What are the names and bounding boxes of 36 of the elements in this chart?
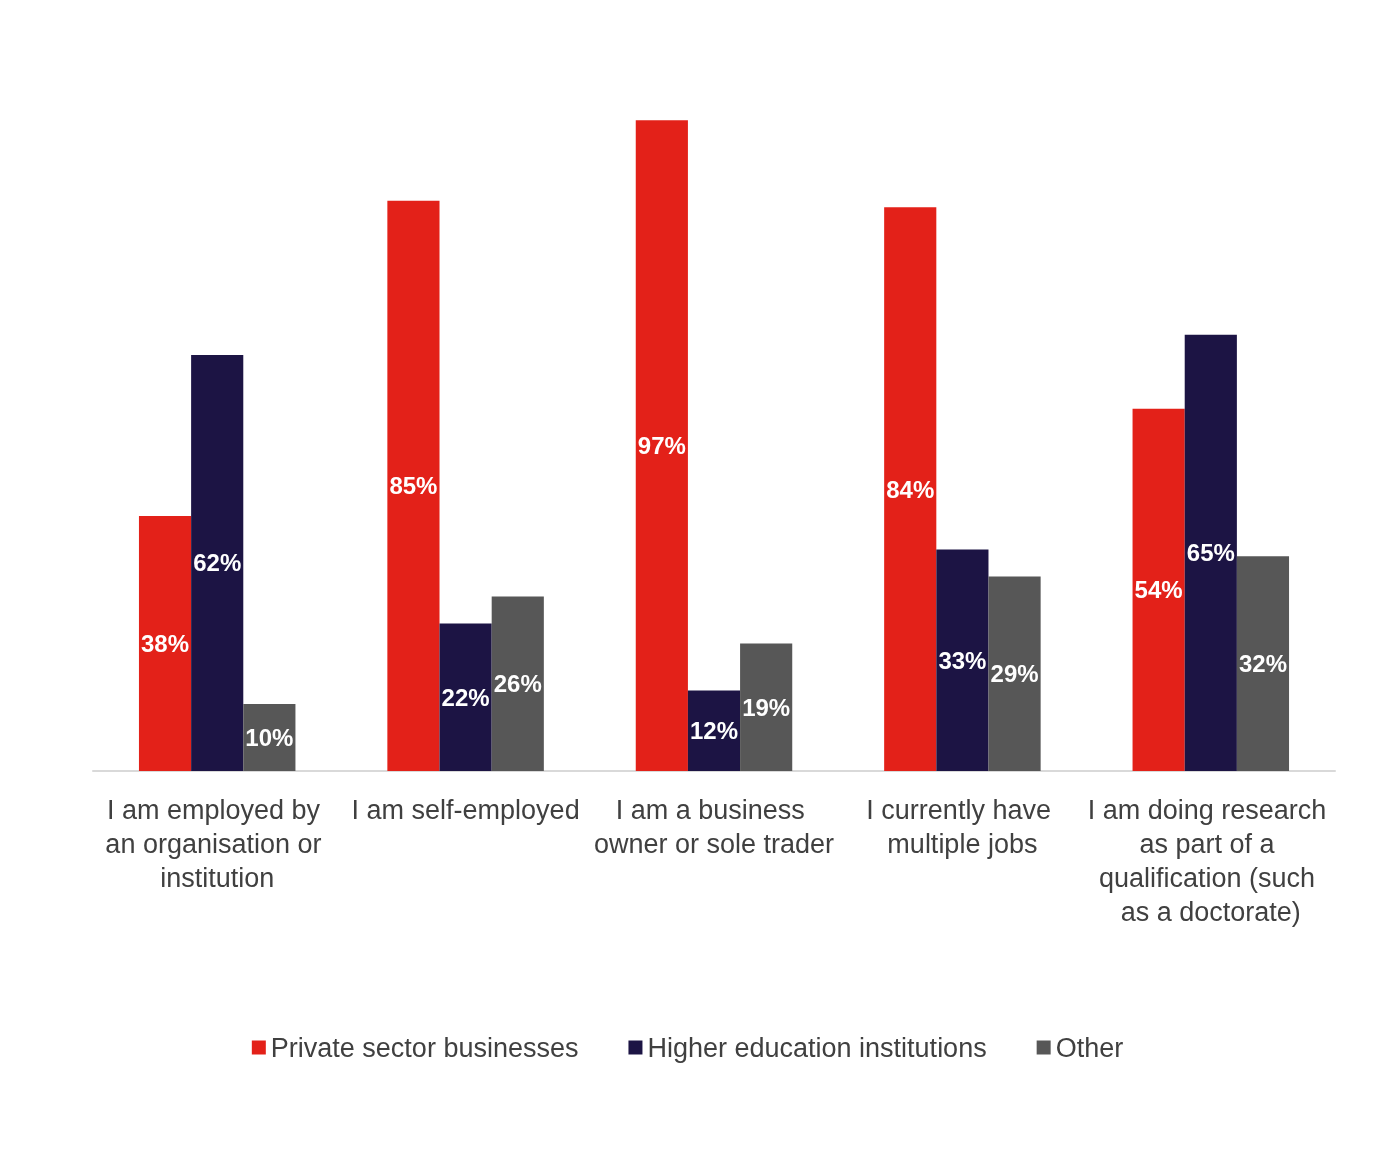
data-label: 84%: [886, 475, 935, 503]
x-tick-label: I am employed by an organisation or institution: [105, 795, 330, 893]
data-label: 54%: [1134, 576, 1183, 604]
data-label: 22%: [441, 683, 490, 711]
x-tick-label: I am self-employed: [351, 795, 580, 825]
data-label: 97%: [637, 432, 686, 460]
legend-label: Private sector businesses: [270, 1032, 579, 1063]
bar: [1132, 408, 1185, 771]
x-tick-label: I am doing research as part of a qualification (such as a doctorate): [1087, 795, 1334, 927]
data-label: 32%: [1238, 650, 1287, 678]
bar: [387, 200, 440, 771]
bar: [1184, 334, 1237, 771]
bar: [191, 354, 244, 771]
bar: [635, 120, 688, 771]
data-label: 65%: [1186, 539, 1235, 567]
bar: [740, 643, 793, 771]
data-label: 26%: [493, 670, 542, 698]
bar: [936, 549, 989, 771]
data-label: 33%: [938, 646, 987, 674]
data-label: 19%: [742, 693, 791, 721]
bar: [1236, 556, 1290, 771]
data-label: 10%: [245, 723, 294, 751]
bar: [491, 596, 544, 771]
legend-label: Other: [1055, 1032, 1124, 1063]
x-tick-label: I currently have multiple jobs: [866, 795, 1059, 859]
x-tick-label: I am a business owner or sole trader: [593, 795, 835, 859]
data-label: 38%: [141, 630, 190, 658]
data-label: 12%: [689, 717, 739, 745]
bar: [988, 576, 1041, 771]
data-label: 29%: [990, 660, 1039, 688]
bar: [884, 207, 937, 771]
bar: [439, 623, 492, 771]
legend-label: Higher education institutions: [647, 1032, 987, 1063]
data-label: 62%: [193, 549, 242, 577]
data-label: 85%: [389, 472, 438, 500]
bar: [138, 516, 192, 771]
